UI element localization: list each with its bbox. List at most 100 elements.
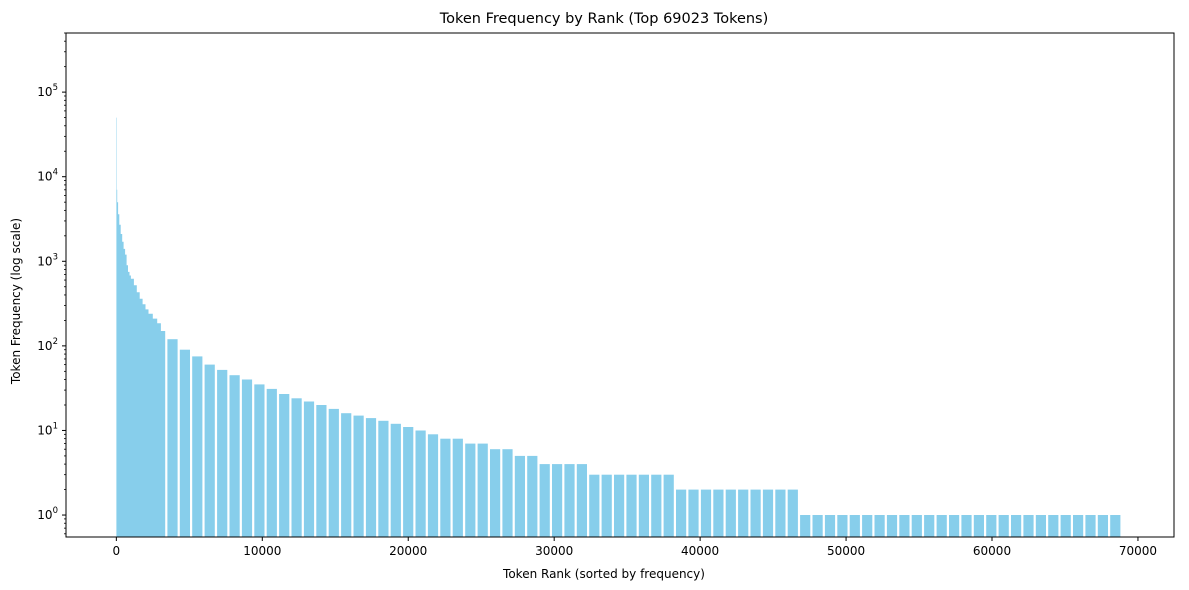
bar-34: [576, 464, 587, 537]
x-tick-label: 0: [113, 544, 121, 558]
bar-72: [1048, 515, 1059, 537]
bar-53: [812, 515, 823, 537]
bar-58: [874, 515, 885, 537]
bar-6: [229, 375, 240, 537]
bar-64: [949, 515, 960, 537]
x-tick-label: 10000: [243, 544, 281, 558]
bar-55: [837, 515, 848, 537]
bar-46: [725, 489, 736, 537]
bar-50: [775, 489, 786, 537]
bar-26: [477, 443, 488, 537]
bar-39: [638, 474, 649, 537]
bar-54: [824, 515, 836, 537]
bar-7: [241, 379, 253, 537]
bar-32: [552, 464, 563, 537]
bar-12: [303, 401, 315, 537]
bar-57: [862, 515, 873, 537]
axes-frame: [65, 32, 1175, 538]
bar-33: [564, 464, 575, 537]
bar-74: [1073, 515, 1084, 537]
bar-70: [1023, 515, 1034, 537]
x-tick-label: 20000: [389, 544, 427, 558]
bar-76: [1097, 515, 1108, 537]
bar-10: [279, 394, 290, 537]
bar-14: [328, 408, 339, 537]
y-tick-label: 102: [37, 337, 58, 353]
x-axis-ticks: 0 10000 20000 30000 40000 50000 60000 70000: [113, 537, 1157, 558]
bar-16: [353, 415, 364, 537]
y-tick-label: 104: [37, 168, 58, 184]
bar-48: [750, 489, 761, 537]
x-tick-label: 40000: [681, 544, 719, 558]
bar-30: [527, 455, 538, 537]
y-tick-label: 103: [37, 252, 58, 268]
x-tick-label: 50000: [827, 544, 865, 558]
bar-15: [341, 413, 352, 537]
bar-13: [316, 405, 327, 537]
bar-24: [452, 438, 463, 537]
bar-61: [911, 515, 922, 537]
bar-18: [378, 420, 389, 537]
chart-title: Token Frequency by Rank (Top 69023 Token…: [439, 11, 769, 27]
bar-45: [713, 489, 724, 537]
bar-3: [192, 356, 203, 537]
bar-67: [986, 515, 997, 537]
bar-35: [589, 474, 600, 537]
bar-21: [415, 430, 426, 537]
bar-5: [217, 369, 228, 537]
y-tick-label: 101: [37, 421, 58, 437]
bar-41: [663, 474, 674, 537]
y-tick-label: 105: [37, 83, 58, 99]
bar-38: [626, 474, 637, 537]
head-bars: [116, 117, 161, 537]
bar-52: [800, 515, 811, 537]
head-bars-group: [116, 117, 161, 537]
bar-17: [365, 418, 377, 537]
bar-19: [390, 423, 401, 537]
bar-44: [700, 489, 712, 537]
bar-51: [787, 489, 798, 537]
bar-2: [179, 349, 190, 537]
bar-22: [427, 434, 439, 537]
x-tick-label: 70000: [1119, 544, 1157, 558]
bar-77: [1110, 515, 1121, 537]
bar-59: [886, 515, 898, 537]
bar-31: [539, 464, 550, 537]
bar-37: [614, 474, 625, 537]
bar-62: [924, 515, 935, 537]
bar-66: [973, 515, 984, 537]
bar-29: [514, 455, 525, 537]
bar-63: [936, 515, 947, 537]
x-axis-label: Token Rank (sorted by frequency): [502, 567, 705, 581]
bar-47: [738, 489, 749, 537]
bars-group: [155, 331, 1121, 537]
x-tick-label: 60000: [973, 544, 1011, 558]
bar-27: [490, 449, 501, 537]
bar-40: [651, 474, 662, 537]
bar-28: [502, 449, 513, 537]
bar-73: [1060, 515, 1071, 537]
bar-42: [676, 489, 687, 537]
y-tick-label: 100: [37, 506, 58, 522]
bar-75: [1085, 515, 1096, 537]
bar-49: [762, 489, 774, 537]
bar-9: [266, 388, 277, 537]
bar-43: [688, 489, 699, 537]
bar-11: [291, 398, 302, 537]
bar-56: [849, 515, 860, 537]
y-axis-ticks: 100 101 102 103 104 105: [37, 32, 66, 535]
bar-60: [899, 515, 910, 537]
bar-65: [961, 515, 972, 537]
bar-25: [465, 443, 476, 537]
bar-23: [440, 438, 451, 537]
bar-8: [254, 384, 265, 537]
bar-20: [403, 427, 414, 537]
x-tick-label: 30000: [535, 544, 573, 558]
bar-71: [1035, 515, 1046, 537]
bar-4: [204, 364, 215, 537]
bar-69: [1011, 515, 1022, 537]
bar-36: [601, 474, 612, 537]
bar-68: [998, 515, 1009, 537]
y-axis-label: Token Frequency (log scale): [9, 218, 23, 385]
